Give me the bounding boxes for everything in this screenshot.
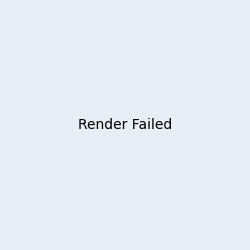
Text: Render Failed: Render Failed [78,118,172,132]
